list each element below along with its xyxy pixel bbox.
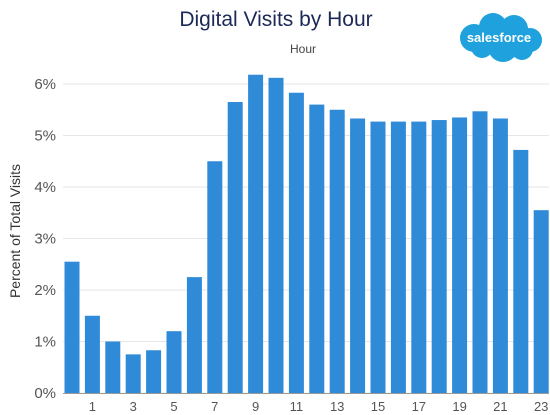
x-tick-label: 19: [452, 399, 466, 414]
y-tick-label: 2%: [34, 282, 56, 299]
y-tick-label: 5%: [34, 128, 56, 145]
y-axis-ticks: 0% 1% 2% 3% 4% 5% 6%: [34, 76, 56, 402]
chart-title: Digital Visits by Hour: [179, 8, 372, 31]
bar: [64, 261, 80, 393]
x-tick-label: 7: [211, 399, 218, 414]
bar: [105, 341, 121, 393]
bar: [492, 118, 508, 393]
bar: [248, 74, 264, 393]
chart-subtitle: Hour: [290, 42, 316, 56]
x-tick-label: 3: [130, 399, 137, 414]
cloud-logo-icon: [460, 13, 542, 62]
x-tick-label: 21: [493, 399, 507, 414]
y-tick-label: 4%: [34, 179, 56, 196]
salesforce-logo: salesforce: [460, 13, 542, 62]
x-tick-label: 1: [89, 399, 96, 414]
bar: [207, 161, 223, 393]
bar: [288, 92, 304, 393]
y-tick-label: 6%: [34, 76, 56, 93]
y-tick-label: 3%: [34, 231, 56, 248]
y-axis-label: Percent of Total Visits: [7, 164, 23, 298]
bar: [166, 331, 182, 393]
bar: [125, 354, 141, 393]
x-tick-label: 23: [534, 399, 548, 414]
bar: [329, 109, 345, 393]
bar: [227, 102, 243, 394]
bar: [472, 111, 488, 394]
gridlines: [63, 83, 549, 342]
bar: [350, 118, 366, 393]
x-tick-label: 17: [412, 399, 426, 414]
bar: [390, 121, 406, 393]
bar: [513, 149, 529, 393]
bar: [84, 315, 100, 393]
bar: [411, 121, 427, 393]
bar: [309, 104, 325, 393]
bar: [533, 210, 549, 393]
bars: [64, 74, 549, 394]
y-tick-label: 0%: [34, 385, 56, 402]
bar: [431, 120, 447, 394]
x-axis-ticks: 1 3 5 7 9 11 13 15 17 19 21 23: [89, 399, 549, 414]
logo-text: salesforce: [467, 30, 531, 45]
bar: [186, 277, 202, 393]
y-tick-label: 1%: [34, 334, 56, 351]
x-tick-label: 5: [170, 399, 177, 414]
x-tick-label: 11: [290, 399, 304, 414]
bar: [452, 117, 468, 393]
x-tick-label: 13: [330, 399, 344, 414]
bar: [268, 77, 284, 393]
x-tick-label: 9: [252, 399, 259, 414]
bar: [370, 121, 386, 393]
bar: [146, 350, 162, 393]
x-tick-label: 15: [371, 399, 385, 414]
